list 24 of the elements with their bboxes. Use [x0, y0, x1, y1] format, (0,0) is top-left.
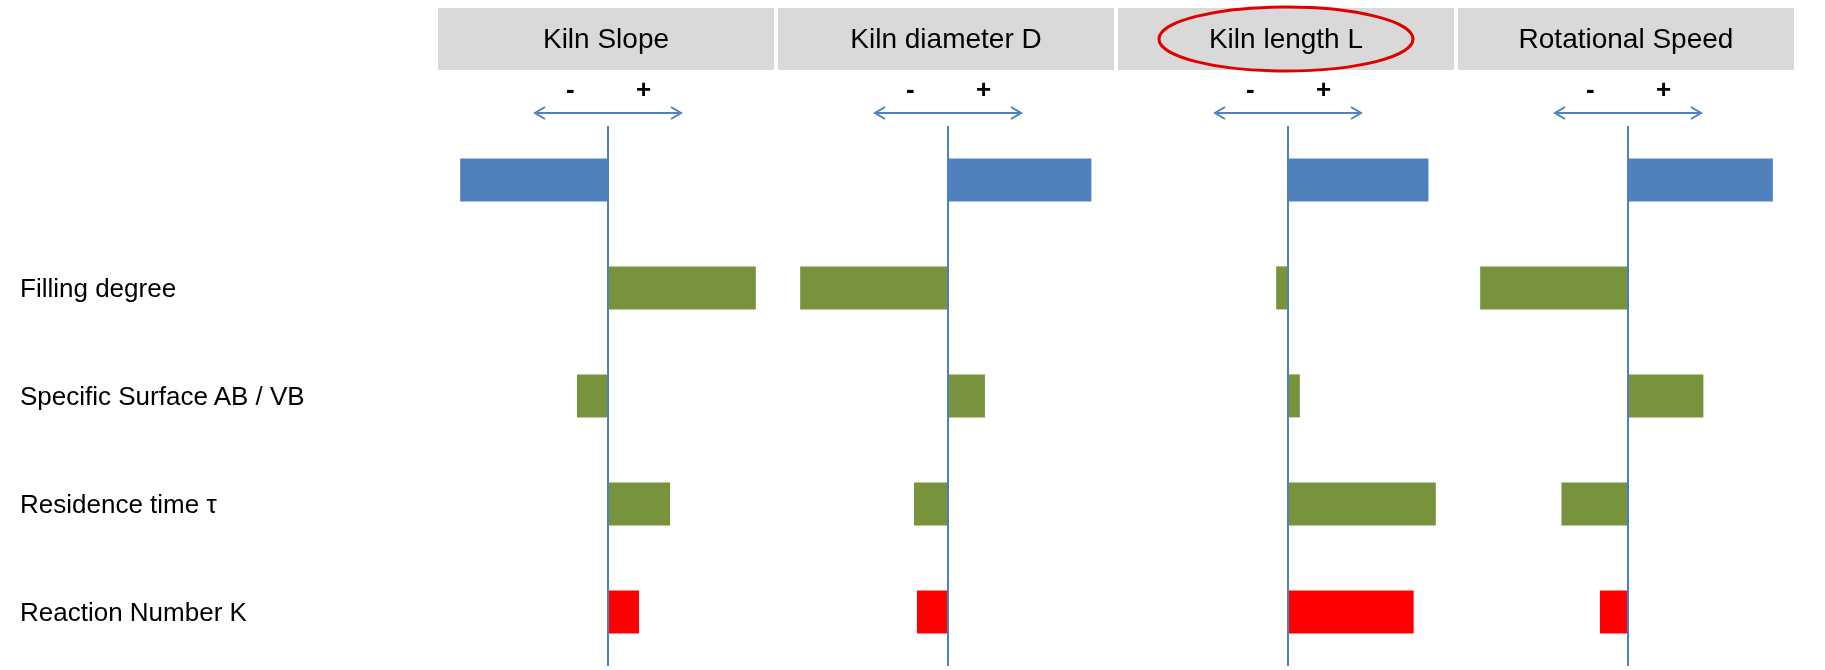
text: -: [906, 74, 915, 105]
bar: [1288, 590, 1414, 634]
chart-title: Kiln diameter D: [850, 23, 1042, 55]
y-tick-label: Filling degree: [20, 273, 177, 304]
text: -: [1586, 74, 1595, 105]
text: +: [1316, 74, 1332, 105]
bar: [1276, 266, 1288, 310]
text: +: [976, 74, 992, 105]
chart-title: Kiln length L: [1208, 23, 1364, 55]
chart-title: Rotational Speed: [1518, 23, 1734, 55]
y-tick-label: Residence time τ: [20, 489, 218, 520]
bar: [608, 482, 671, 526]
text: +: [636, 74, 652, 105]
text: -: [566, 74, 575, 105]
bar: [576, 374, 608, 418]
y-tick-label: Specific Surface AB / VB: [20, 381, 305, 412]
text: +: [1656, 74, 1672, 105]
bar: [1288, 482, 1436, 526]
bar: [608, 266, 756, 310]
bar: [1288, 374, 1300, 418]
bar: [608, 590, 640, 634]
text: -: [1246, 74, 1255, 105]
y-tick-label: Reaction Number K: [20, 597, 248, 628]
chart-title: Kiln Slope: [542, 23, 670, 55]
